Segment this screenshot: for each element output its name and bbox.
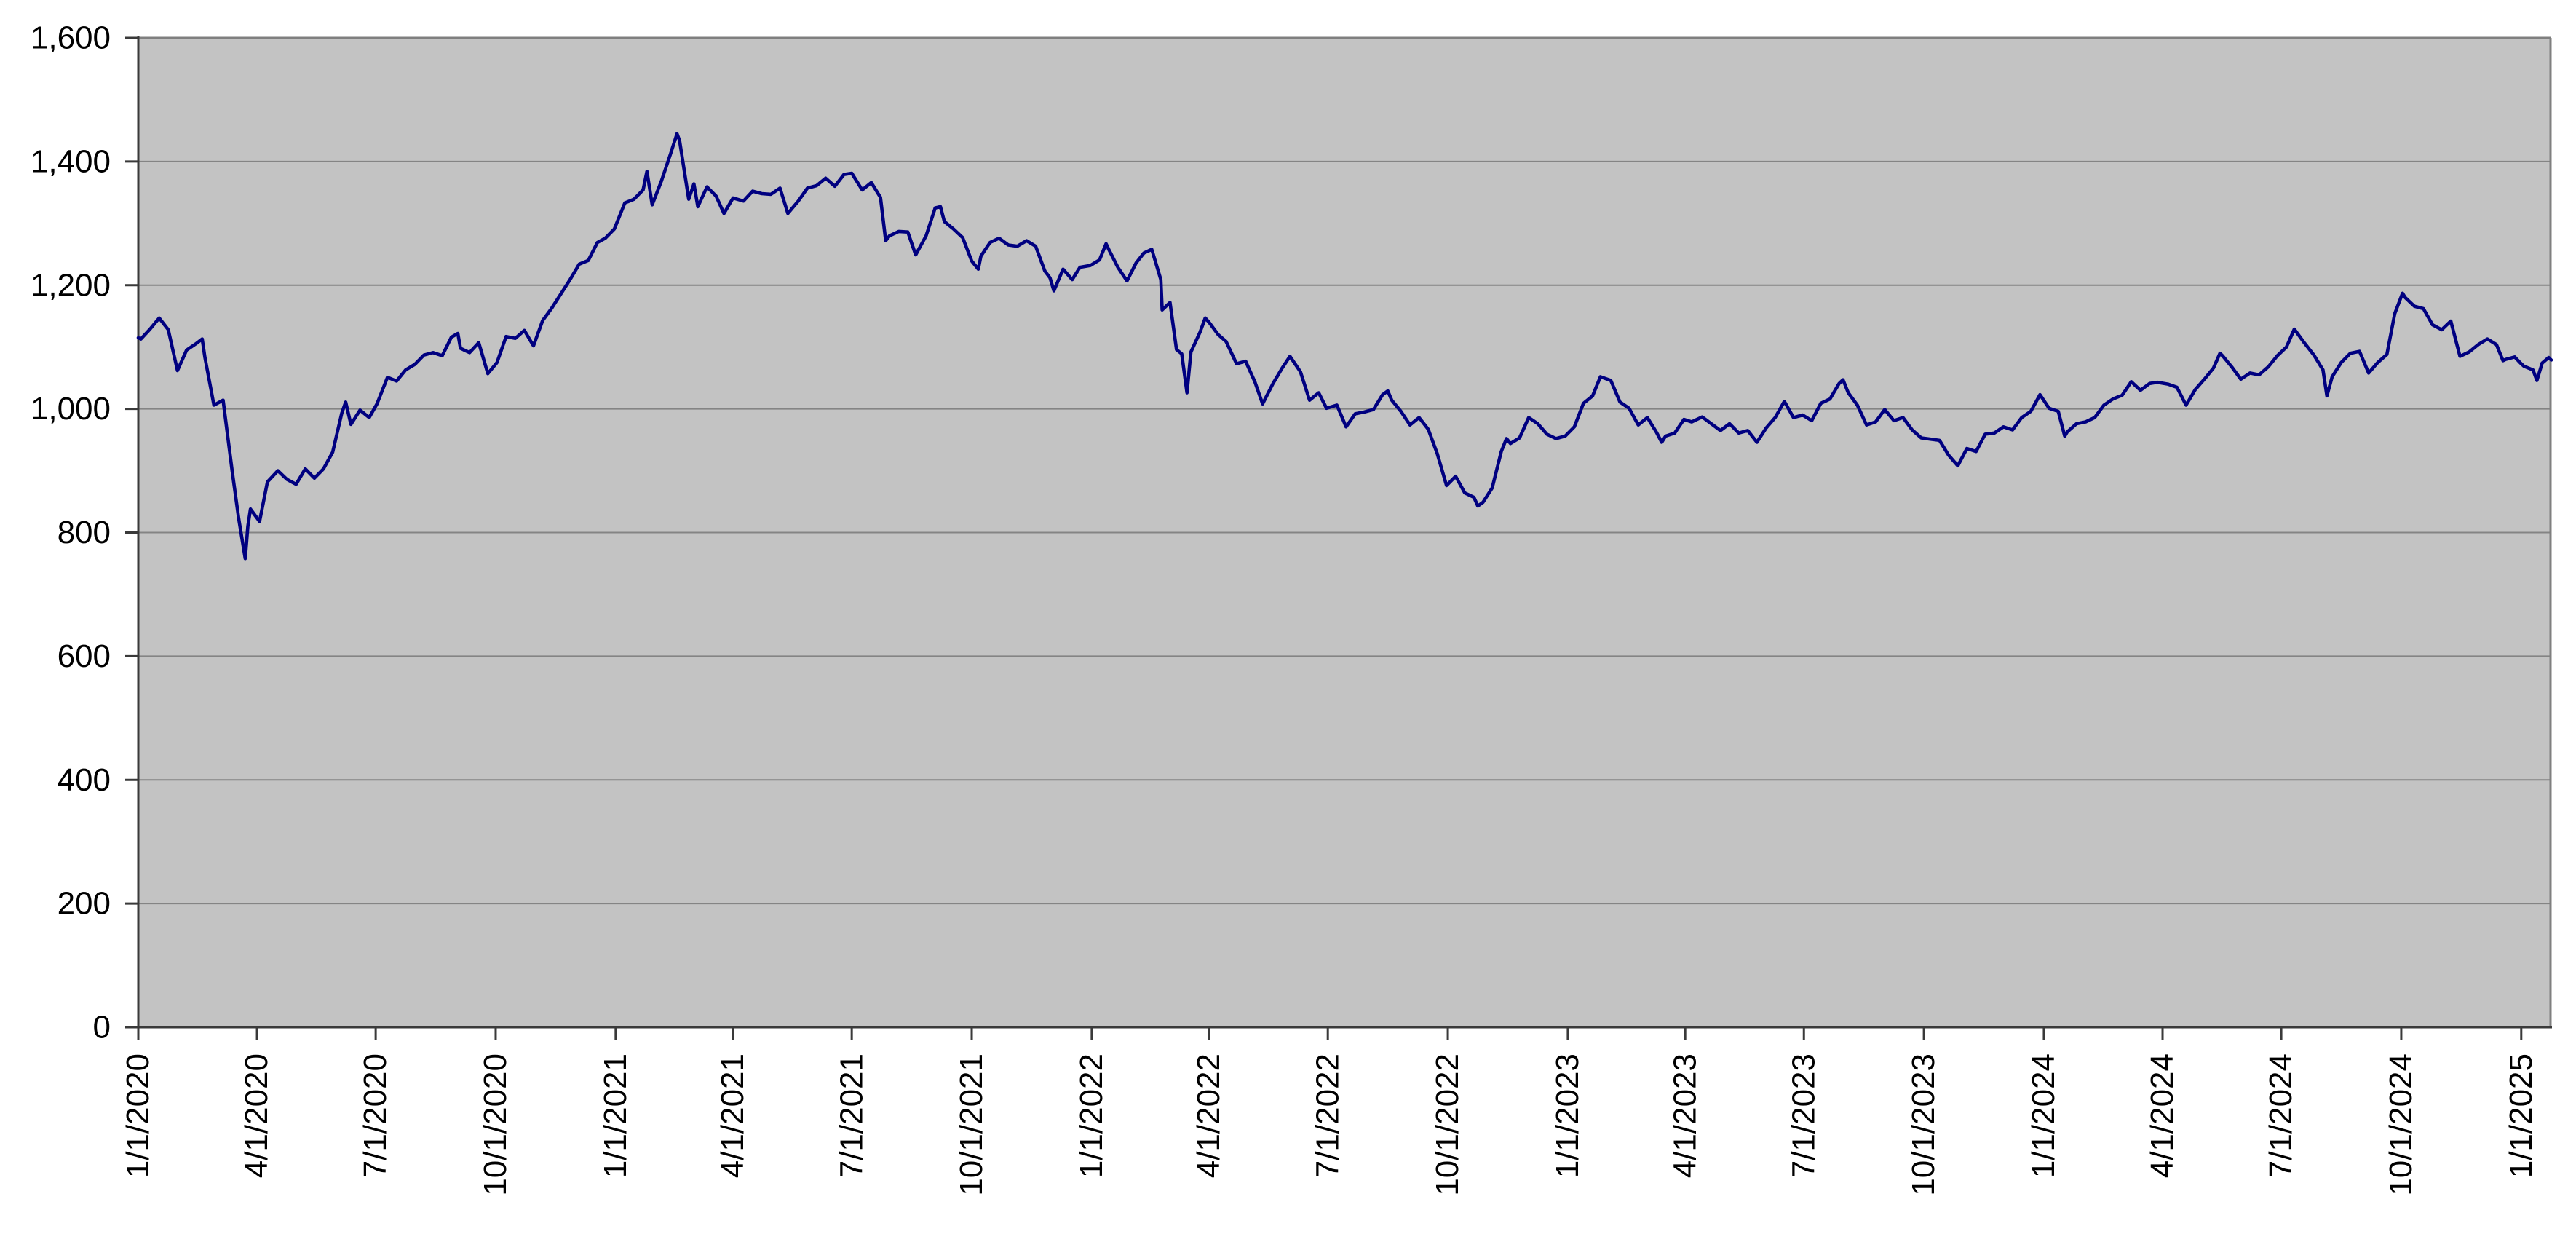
x-tick-label: 4/1/2021	[715, 1053, 750, 1178]
x-tick-label: 1/1/2021	[598, 1053, 633, 1178]
x-tick-label: 4/1/2023	[1667, 1053, 1703, 1178]
y-tick-label: 1,200	[31, 267, 111, 303]
y-tick-label: 600	[58, 638, 111, 674]
x-tick-label: 7/1/2020	[357, 1053, 393, 1178]
x-tick-label: 1/1/2025	[2503, 1053, 2539, 1178]
x-tick-label: 4/1/2022	[1191, 1053, 1226, 1178]
y-tick-label: 1,600	[31, 20, 111, 56]
x-tick-label: 1/1/2024	[2026, 1053, 2061, 1178]
x-tick-label: 10/1/2024	[2383, 1053, 2419, 1196]
y-tick-label: 400	[58, 762, 111, 798]
y-tick-label: 200	[58, 886, 111, 922]
x-tick-label: 1/1/2020	[120, 1053, 156, 1178]
x-tick-label: 10/1/2020	[477, 1053, 513, 1196]
x-tick-label: 1/1/2022	[1074, 1053, 1109, 1178]
x-tick-label: 7/1/2022	[1309, 1053, 1345, 1178]
x-tick-label: 7/1/2021	[833, 1053, 869, 1178]
x-tick-label: 10/1/2023	[1906, 1053, 1941, 1196]
x-tick-label: 10/1/2022	[1430, 1053, 1465, 1196]
x-tick-label: 7/1/2024	[2263, 1053, 2299, 1178]
x-tick-label: 4/1/2020	[239, 1053, 274, 1178]
y-tick-label: 800	[58, 515, 111, 550]
x-tick-label: 4/1/2024	[2144, 1053, 2180, 1178]
y-tick-label: 0	[93, 1010, 111, 1045]
x-tick-label: 10/1/2021	[954, 1053, 989, 1196]
price-line-series	[136, 132, 2553, 561]
y-tick-label: 1,400	[31, 143, 111, 179]
y-tick-label: 1,000	[31, 391, 111, 427]
x-tick-label: 1/1/2023	[1550, 1053, 1585, 1178]
x-tick-label: 7/1/2023	[1786, 1053, 1821, 1178]
